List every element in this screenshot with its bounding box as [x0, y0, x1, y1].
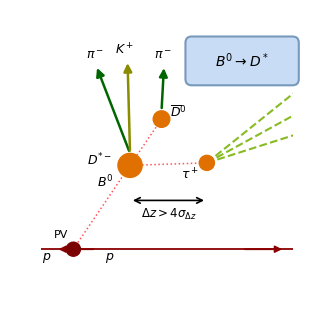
Text: $B^0 \to D^*$: $B^0 \to D^*$ — [215, 52, 269, 70]
Circle shape — [66, 242, 80, 256]
Text: $K^+$: $K^+$ — [115, 43, 135, 58]
Circle shape — [153, 111, 170, 127]
Text: p: p — [42, 250, 50, 263]
Text: $D^{*-}$: $D^{*-}$ — [87, 152, 112, 169]
Text: $\Delta z > 4\sigma_{\Delta z}$: $\Delta z > 4\sigma_{\Delta z}$ — [141, 207, 197, 222]
Circle shape — [199, 155, 214, 170]
Text: $\overline{D}^0$: $\overline{D}^0$ — [170, 105, 186, 121]
Text: PV: PV — [54, 230, 68, 240]
Circle shape — [118, 153, 142, 177]
Text: $\pi^-$: $\pi^-$ — [86, 49, 104, 62]
Text: $B^0$: $B^0$ — [97, 173, 113, 190]
Text: $\pi^-$: $\pi^-$ — [154, 49, 172, 62]
Text: p: p — [105, 250, 112, 263]
Text: $\tau^+$: $\tau^+$ — [181, 168, 200, 183]
FancyBboxPatch shape — [186, 36, 299, 85]
